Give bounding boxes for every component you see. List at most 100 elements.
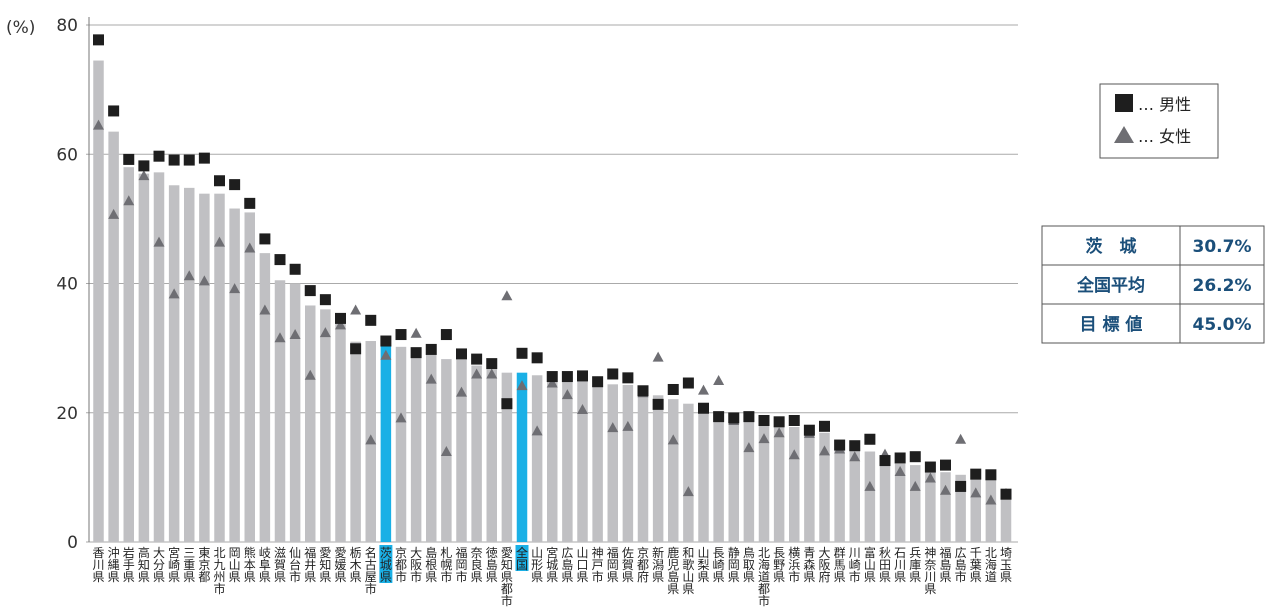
- male-marker: [955, 480, 967, 492]
- female-marker: [713, 374, 725, 385]
- x-label-char: 島: [486, 557, 498, 572]
- x-category-label: 青森県: [803, 546, 815, 584]
- x-label-char: 県: [259, 570, 271, 584]
- bar: [713, 414, 724, 542]
- male-marker: [410, 347, 422, 359]
- x-label-char: 山: [531, 546, 543, 560]
- x-category-label: 札幌市: [440, 546, 452, 584]
- x-category-label: 長野県: [773, 546, 785, 584]
- bar: [637, 390, 649, 542]
- x-label-char: 良: [471, 557, 483, 572]
- male-marker: [985, 469, 997, 481]
- x-label-char: 広: [955, 546, 967, 560]
- x-category-label: 佐賀県: [622, 546, 634, 584]
- x-label-char: 県: [304, 570, 316, 584]
- x-label-char: 市: [758, 593, 770, 608]
- x-label-char: 川: [894, 558, 906, 572]
- bar: [184, 187, 195, 543]
- bar: [229, 208, 240, 542]
- bar: [335, 322, 346, 542]
- male-marker: [803, 424, 815, 436]
- x-category-label: 滋賀県: [274, 546, 286, 584]
- female-marker: [214, 236, 225, 247]
- x-label-char: 森: [803, 557, 815, 572]
- x-category-label: 宮崎県: [168, 545, 180, 584]
- x-category-label: 兵庫県: [909, 546, 921, 584]
- male-marker: [970, 468, 982, 480]
- male-marker: [561, 371, 573, 383]
- x-label-char: 馬: [834, 558, 846, 572]
- x-label-char: 岡: [728, 558, 740, 572]
- x-label-char: 都: [637, 558, 649, 572]
- x-category-label: 富山県: [864, 545, 876, 584]
- male-marker: [244, 197, 256, 209]
- x-label-char: 阪: [818, 558, 830, 572]
- x-category-label: 京都市: [395, 546, 407, 584]
- male-marker: [259, 233, 271, 245]
- bar: [743, 421, 755, 542]
- female-marker: [758, 433, 770, 444]
- x-label-char: 取: [743, 558, 755, 572]
- x-label-char: 道: [985, 570, 997, 584]
- x-category-label: 高知県: [138, 545, 150, 584]
- female-marker: [788, 449, 800, 460]
- x-label-char: 青: [803, 546, 815, 560]
- male-marker: [652, 398, 664, 410]
- x-label-char: 島: [425, 545, 437, 560]
- x-label-char: 縄: [108, 557, 120, 572]
- female-triangle-icon: [1114, 126, 1134, 143]
- female-marker: [335, 319, 346, 330]
- bar: [607, 384, 618, 542]
- bar: [244, 212, 255, 542]
- male-marker: [516, 347, 528, 359]
- x-label-char: 県: [471, 570, 483, 584]
- x-label-char: 鹿: [667, 545, 679, 560]
- x-label-char: 県: [168, 570, 180, 584]
- x-label-char: 県: [622, 570, 634, 584]
- x-label-char: 九: [213, 558, 225, 572]
- x-label-char: 県: [138, 570, 150, 584]
- x-label-char: 神: [592, 546, 604, 560]
- y-tick-label: 0: [67, 533, 78, 553]
- male-marker: [304, 285, 316, 297]
- x-label-char: 海: [758, 557, 770, 572]
- x-label-char: 県: [939, 570, 951, 584]
- x-label-char: 岩: [123, 545, 135, 560]
- bar: [274, 280, 286, 542]
- x-label-char: 形: [531, 558, 543, 572]
- x-category-label: 沖縄県: [108, 546, 120, 584]
- male-marker: [577, 370, 588, 382]
- bar: [652, 395, 664, 542]
- x-category-label: 大分県: [153, 546, 165, 584]
- male-marker: [380, 335, 392, 347]
- x-label-char: 島: [667, 569, 679, 584]
- x-label-char: 富: [864, 545, 876, 560]
- x-label-char: 崎: [168, 558, 180, 572]
- bar: [289, 283, 301, 542]
- female-marker: [546, 377, 558, 388]
- x-label-char: 崎: [849, 558, 861, 572]
- male-marker: [198, 152, 210, 164]
- x-category-labels: 香川県沖縄県岩手県高知県大分県宮崎県三重県東京都北九州市岡山県熊本県岐阜県滋賀県…: [92, 545, 1012, 608]
- x-category-label: 神戸市: [592, 546, 604, 584]
- bar: [683, 403, 694, 542]
- female-marker: [682, 486, 694, 497]
- x-label-char: 高: [138, 545, 150, 560]
- x-label-char: 崎: [713, 558, 725, 572]
- x-label-char: 媛: [334, 558, 346, 572]
- female-marker: [622, 420, 634, 431]
- x-label-char: 城: [546, 558, 558, 572]
- x-label-char: 城: [380, 558, 392, 572]
- x-label-char: 埼: [1000, 546, 1012, 560]
- bar: [108, 131, 119, 542]
- male-marker: [214, 175, 225, 187]
- x-label-char: 県: [652, 570, 664, 584]
- male-marker: [425, 343, 437, 355]
- x-label-char: 県: [244, 570, 256, 584]
- x-label-char: 大: [153, 546, 165, 560]
- x-category-label: 全国: [515, 545, 529, 572]
- bar: [864, 451, 876, 542]
- y-tick-label: 20: [56, 404, 78, 424]
- x-label-char: 県: [561, 570, 573, 584]
